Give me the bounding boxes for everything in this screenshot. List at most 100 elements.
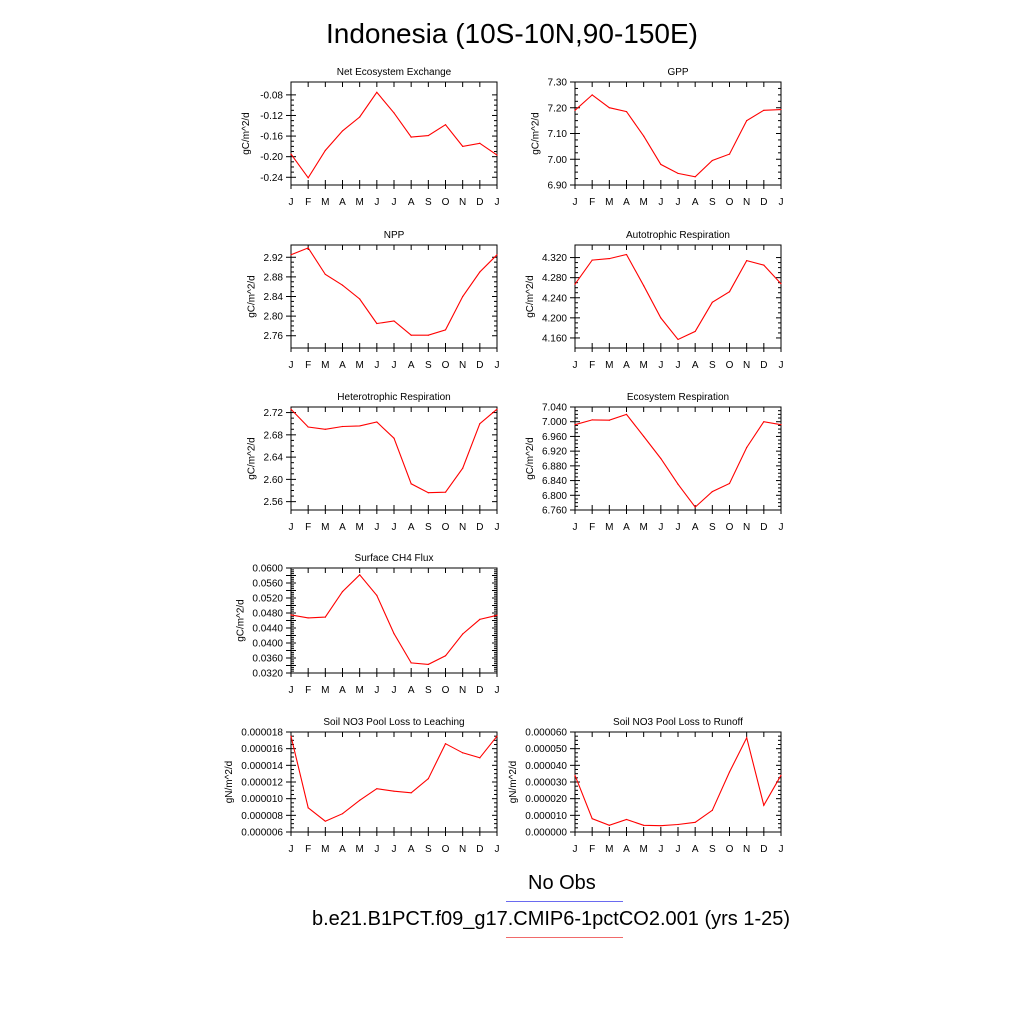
data-point xyxy=(290,408,292,410)
data-point xyxy=(608,257,610,260)
data-point xyxy=(444,329,447,331)
data-point xyxy=(625,111,628,113)
x-tick-label: J xyxy=(676,844,681,855)
x-tick-label: A xyxy=(408,844,415,855)
y-tick-label: 0.000020 xyxy=(525,794,567,805)
data-point xyxy=(359,574,361,576)
series-line xyxy=(574,736,782,827)
data-point xyxy=(324,149,326,152)
x-tick-label: S xyxy=(709,197,716,208)
y-tick-label: 0.0560 xyxy=(252,579,283,590)
y-tick-label: 0.0600 xyxy=(252,564,283,575)
data-point xyxy=(591,259,593,261)
x-tick-label: M xyxy=(605,844,613,855)
x-tick-label: M xyxy=(639,522,647,533)
data-point xyxy=(359,799,361,801)
x-tick-label: N xyxy=(459,685,466,696)
plot-frame xyxy=(290,81,498,186)
y-tick-label: 0.0520 xyxy=(252,594,283,605)
data-point xyxy=(677,172,679,175)
data-point xyxy=(444,491,447,493)
x-tick-label: O xyxy=(442,522,450,533)
x-tick-label: A xyxy=(339,197,346,208)
x-tick-label: M xyxy=(321,197,329,208)
x-tick-label: J xyxy=(374,844,379,855)
y-tick-label: 4.280 xyxy=(542,273,567,284)
data-point xyxy=(677,338,679,341)
x-tick-label: A xyxy=(623,522,630,533)
data-point xyxy=(462,295,464,298)
data-point xyxy=(574,424,576,426)
series-line xyxy=(290,247,498,336)
chart-title: Surface CH4 Flux xyxy=(355,553,434,564)
x-tick-label: M xyxy=(355,197,363,208)
data-point xyxy=(763,264,765,266)
x-tick-label: J xyxy=(392,197,397,208)
y-tick-label: -0.08 xyxy=(260,90,283,101)
data-point xyxy=(341,425,344,428)
x-tick-label: J xyxy=(573,197,578,208)
y-tick-label: 7.30 xyxy=(548,78,568,89)
data-point xyxy=(496,614,498,616)
x-tick-label: M xyxy=(321,360,329,371)
data-point xyxy=(728,771,731,773)
data-point xyxy=(290,614,292,616)
y-axis-label: gC/m^2/d xyxy=(525,437,536,480)
x-tick-label: J xyxy=(392,360,397,371)
data-point xyxy=(410,662,412,664)
data-point xyxy=(479,271,481,273)
y-tick-label: 6.760 xyxy=(542,506,567,517)
x-tick-label: M xyxy=(355,844,363,855)
y-tick-label: 7.10 xyxy=(548,129,568,140)
data-point xyxy=(711,159,713,162)
legend-model-label: b.e21.B1PCT.f09_g17.CMIP6-1pctCO2.001 (y… xyxy=(312,908,791,930)
x-tick-label: O xyxy=(726,197,734,208)
y-tick-label: 7.20 xyxy=(548,103,568,114)
data-point xyxy=(290,153,292,155)
data-point xyxy=(746,737,748,739)
y-tick-label: 2.84 xyxy=(264,292,284,303)
y-axis-label: gC/m^2/d xyxy=(525,275,536,318)
x-tick-label: S xyxy=(425,360,432,371)
x-tick-label: F xyxy=(589,522,595,533)
y-tick-label: 0.0360 xyxy=(252,654,283,665)
x-tick-label: A xyxy=(623,844,630,855)
plot-frame xyxy=(574,731,782,833)
x-tick-label: S xyxy=(425,197,432,208)
y-tick-label: 2.60 xyxy=(264,475,284,486)
chart-title: Net Ecosystem Exchange xyxy=(337,67,452,78)
series-line xyxy=(574,94,782,178)
x-tick-label: J xyxy=(374,197,379,208)
x-tick-label: J xyxy=(658,522,663,533)
x-tick-label: D xyxy=(760,522,767,533)
x-tick-label: F xyxy=(589,360,595,371)
x-tick-label: O xyxy=(442,197,450,208)
data-point xyxy=(307,426,309,428)
data-point xyxy=(660,457,662,460)
x-tick-label: N xyxy=(459,360,466,371)
x-tick-label: A xyxy=(692,844,699,855)
legend-obs-label: No Obs xyxy=(528,872,596,894)
data-point xyxy=(376,594,378,596)
data-point xyxy=(780,424,782,426)
y-tick-label: 2.72 xyxy=(264,408,284,419)
chart-title: Soil NO3 Pool Loss to Runoff xyxy=(613,717,743,728)
plot-frame xyxy=(290,731,498,833)
x-tick-label: A xyxy=(408,360,415,371)
data-point xyxy=(763,421,765,423)
data-point xyxy=(290,735,292,737)
y-axis-label: gC/m^2/d xyxy=(247,437,258,480)
y-tick-label: 0.000000 xyxy=(525,828,567,839)
data-point xyxy=(427,334,429,336)
x-tick-label: N xyxy=(459,844,466,855)
data-point xyxy=(393,633,395,635)
data-point xyxy=(591,94,593,96)
y-axis-label: gC/m^2/d xyxy=(531,112,542,155)
x-tick-label: O xyxy=(442,844,450,855)
chart-title: Soil NO3 Pool Loss to Leaching xyxy=(323,717,464,728)
x-tick-label: A xyxy=(339,360,346,371)
x-tick-label: J xyxy=(374,522,379,533)
